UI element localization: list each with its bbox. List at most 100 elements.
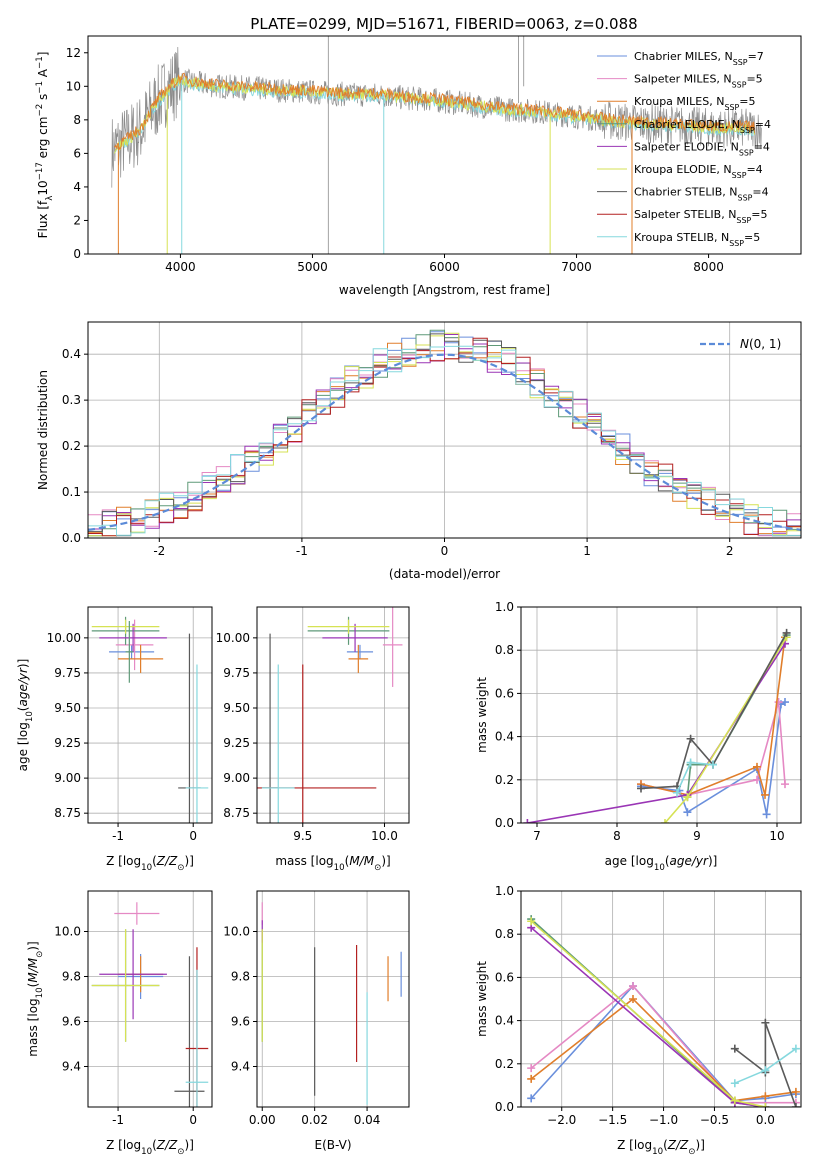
y-tick-label: 0.0 bbox=[62, 531, 81, 545]
errorbar-point bbox=[261, 664, 295, 823]
x-tick-label: 9 bbox=[693, 829, 701, 843]
errorbar-point bbox=[118, 644, 164, 673]
x-tick-label: −0.5 bbox=[700, 1113, 729, 1127]
y-tick-label: 10.00 bbox=[47, 631, 81, 645]
series-marker bbox=[527, 1064, 536, 1073]
y-tick-label: 9.25 bbox=[223, 736, 250, 750]
y-tick-label: 6 bbox=[73, 146, 81, 160]
y-tick-label: 0.8 bbox=[495, 927, 514, 941]
y-tick-label: 10.0 bbox=[223, 925, 250, 939]
axes-residuals: -2 -1 0 1 2 0.0 0.1 0.2 0.3 0.4 (data-model)/error… bbox=[36, 321, 802, 581]
y-tick-label: 0.3 bbox=[62, 393, 81, 407]
x-axis-label: (data-model)/error bbox=[389, 567, 500, 581]
series-marker bbox=[761, 1066, 770, 1075]
x-tick-label: −1.5 bbox=[598, 1113, 627, 1127]
series-marker bbox=[637, 784, 645, 793]
series-marker bbox=[762, 810, 771, 819]
y-tick-label: 9.6 bbox=[231, 1015, 250, 1029]
histogram-series bbox=[88, 334, 801, 535]
y-tick-label: 1.0 bbox=[495, 884, 514, 898]
legend-label: Chabrier STELIB, NSSP=4 bbox=[634, 186, 769, 203]
errorbar-point bbox=[346, 644, 374, 659]
plot-layer: 4000 5000 6000 7000 8000024681012wavelength … bbox=[16, 35, 802, 1157]
y-tick-label: 0.8 bbox=[495, 643, 514, 657]
axes-age_vs_Z: -1 0 8.75 9.00 9.25 9.50 9.75 10.00 Z [log10(Z/Z… bbox=[16, 606, 213, 873]
plot-area-mass_vs_ebv bbox=[261, 902, 402, 1105]
axes-mass_weight_vs_Z: −2.0 −1.5 −1.0 −0.5 0.0 0.0 0.2 0.4 0.6 0.8 1.0 Z [… bbox=[475, 884, 802, 1157]
y-tick-label: 4 bbox=[73, 180, 81, 194]
series-marker bbox=[782, 628, 791, 637]
series-marker bbox=[527, 1074, 536, 1083]
y-tick-label: 8.75 bbox=[223, 806, 250, 820]
series-marker bbox=[709, 760, 717, 769]
x-tick-label: -1 bbox=[112, 1113, 124, 1127]
x-axis-label: Z [log10(Z/Z⊙)] bbox=[106, 854, 194, 873]
series-marker bbox=[730, 1044, 739, 1053]
x-tick-label: 0.02 bbox=[301, 1113, 328, 1127]
series-path bbox=[530, 927, 766, 1107]
y-tick-label: 9.4 bbox=[62, 1060, 81, 1074]
y-axis-label: age [log10(age/yr)] bbox=[16, 659, 35, 772]
series-line bbox=[637, 633, 789, 799]
errorbar-point bbox=[257, 664, 377, 823]
legend-label: Kroupa MILES, NSSP=5 bbox=[634, 95, 755, 112]
legend-label: Salpeter ELODIE, NSSP=4 bbox=[634, 140, 770, 157]
series-marker bbox=[761, 1092, 770, 1101]
x-tick-label: 7 bbox=[533, 829, 541, 843]
histogram-series bbox=[88, 345, 801, 537]
series-marker bbox=[761, 790, 769, 799]
y-axis-label: Normed distribution bbox=[36, 370, 50, 490]
plot-area-mass_weight_vs_Z bbox=[527, 915, 800, 1107]
legend-label: Chabrier ELODIE, NSSP=4 bbox=[634, 118, 771, 135]
histogram-series bbox=[88, 337, 801, 537]
series-marker bbox=[683, 793, 692, 802]
y-tick-label: 9.50 bbox=[223, 701, 250, 715]
y-tick-label: 12 bbox=[66, 46, 81, 60]
axes-frame bbox=[87, 606, 213, 824]
errorbar-point bbox=[307, 619, 390, 634]
series-marker bbox=[781, 780, 789, 789]
series-marker bbox=[774, 698, 783, 707]
errorbar-point bbox=[115, 619, 154, 671]
axes-mass_vs_Z: -1 0 9.4 9.6 9.8 10.0 Z [log10(Z/Z⊙)] mass [log… bbox=[26, 890, 213, 1157]
axes-frame bbox=[87, 890, 213, 1108]
series-marker bbox=[761, 1018, 770, 1027]
x-tick-label: 0 bbox=[189, 1113, 197, 1127]
axes-frame bbox=[520, 890, 802, 1108]
series-marker bbox=[661, 819, 669, 823]
series-line bbox=[527, 917, 770, 1107]
x-tick-label: 10.0 bbox=[371, 829, 398, 843]
y-tick-label: 0.4 bbox=[495, 730, 514, 744]
series-marker bbox=[761, 1103, 770, 1107]
series-marker bbox=[629, 995, 637, 1003]
y-tick-label: 9.25 bbox=[54, 736, 81, 750]
series-marker bbox=[730, 1096, 739, 1105]
y-tick-label: 0.6 bbox=[495, 686, 514, 700]
series-path bbox=[640, 637, 786, 796]
series-marker bbox=[673, 788, 681, 797]
legend-label: Chabrier MILES, NSSP=7 bbox=[634, 50, 764, 67]
y-tick-label: 10 bbox=[66, 79, 81, 93]
plot-area-residuals bbox=[88, 329, 801, 537]
axes-frame bbox=[256, 890, 410, 1108]
y-tick-label: 9.8 bbox=[62, 970, 81, 984]
y-tick-label: 0 bbox=[73, 247, 81, 261]
series-marker bbox=[527, 1094, 536, 1103]
x-tick-label: 7000 bbox=[561, 260, 592, 274]
series-path bbox=[527, 643, 786, 823]
x-tick-label: 10 bbox=[769, 829, 784, 843]
y-tick-label: 1.0 bbox=[495, 600, 514, 614]
y-tick-label: 0.4 bbox=[495, 1014, 514, 1028]
series-marker bbox=[791, 1044, 800, 1053]
y-tick-label: 0.4 bbox=[62, 347, 81, 361]
series-marker bbox=[753, 775, 761, 784]
plot-area-age_vs_mass bbox=[257, 607, 403, 823]
series-marker bbox=[686, 734, 695, 743]
errorbar-point bbox=[185, 664, 209, 823]
series-path bbox=[530, 984, 796, 1104]
errorbar-point bbox=[99, 929, 167, 1020]
series-marker bbox=[730, 1079, 739, 1088]
axes-frame bbox=[256, 606, 410, 824]
y-axis-label: Flux [fλ10−17 erg cm−2 s−1 A−1] bbox=[35, 52, 55, 239]
axes-mass_weight_vs_age: 7 8 9 10 0.0 0.2 0.4 0.6 0.8 1.0 age [log10(age/yr… bbox=[475, 600, 802, 873]
